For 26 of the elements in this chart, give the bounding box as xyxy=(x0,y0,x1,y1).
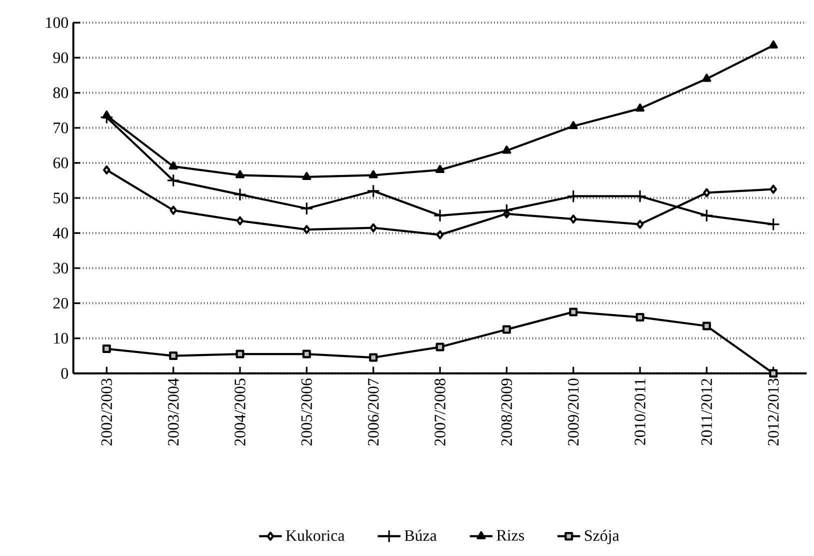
x-tick-label: 2012/2013 xyxy=(768,378,779,446)
y-tick-label: 40 xyxy=(53,228,68,238)
y-tick-label: 30 xyxy=(53,262,68,274)
legend-label: Búza xyxy=(404,530,437,541)
y-tick-label: 0 xyxy=(61,368,68,379)
y-tick-label: 20 xyxy=(53,298,68,309)
y-tick-label: 60 xyxy=(53,158,68,168)
x-tick-label: 2006/2007 xyxy=(368,378,379,446)
y-tick-label: 10 xyxy=(54,332,68,344)
legend-label: Kukorica xyxy=(286,530,345,541)
x-tick-label: 2002/2003 xyxy=(101,378,112,446)
legend-label: Szója xyxy=(584,530,620,544)
y-tick-label: 80 xyxy=(53,87,68,98)
x-tick-label: 2003/2004 xyxy=(168,378,179,446)
legend-label: Rizs xyxy=(496,530,524,541)
x-tick-label: 2008/2009 xyxy=(501,378,512,446)
x-tick-label: 2010/2011 xyxy=(634,378,646,445)
x-tick-label: 2009/2010 xyxy=(568,378,579,446)
x-tick-label: 2004/2005 xyxy=(234,378,246,446)
x-tick-label: 2005/2006 xyxy=(301,378,312,446)
y-tick-label: 100 xyxy=(46,17,68,28)
y-tick-label: 70 xyxy=(54,122,68,134)
x-tick-label: 2011/2012 xyxy=(701,378,712,445)
x-tick-label: 2007/2008 xyxy=(434,378,446,446)
y-tick-label: 90 xyxy=(53,52,68,64)
y-tick-label: 50 xyxy=(54,192,68,204)
